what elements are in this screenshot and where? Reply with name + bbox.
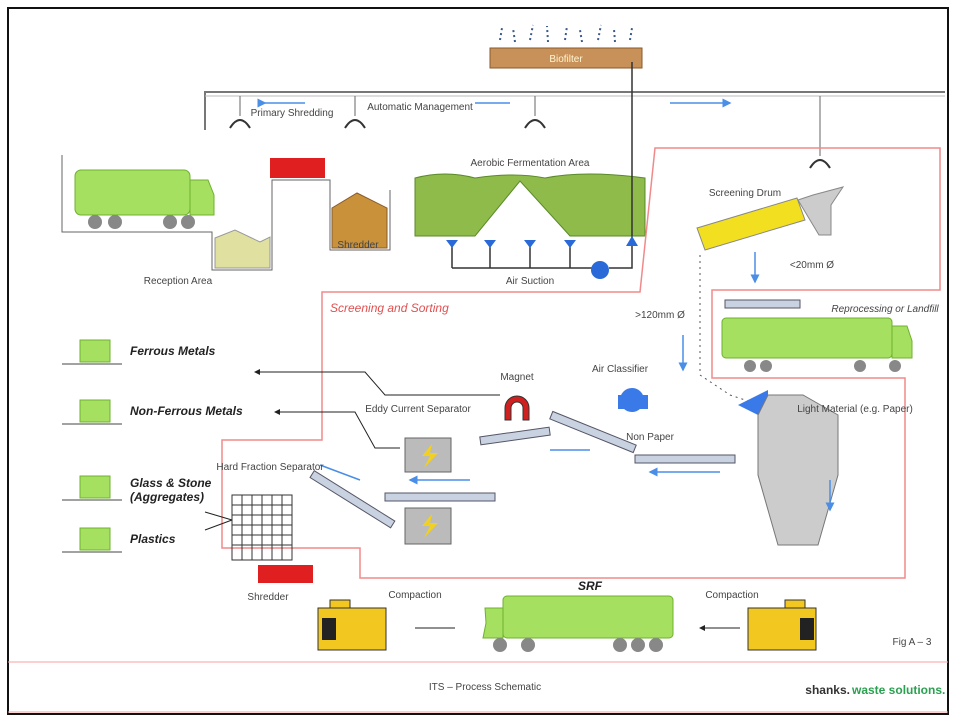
output-bin [79, 475, 111, 499]
label-area: Screening and Sorting [330, 301, 449, 315]
label-compaction: Compaction [388, 590, 441, 601]
rail [204, 91, 945, 169]
label-compaction: Compaction [705, 590, 758, 601]
label-shredded: Shredder [337, 240, 379, 251]
label-reprocess: Reprocessing or Landfill [831, 304, 939, 315]
heap [331, 192, 388, 249]
suction [446, 62, 638, 279]
output-label: Ferrous Metals [130, 344, 216, 358]
separator [404, 437, 452, 545]
conveyor [309, 470, 396, 529]
arrow [274, 409, 400, 449]
label-nonpaper: Non Paper [626, 432, 674, 443]
truck [74, 169, 215, 229]
label-fine: <20mm Ø [790, 260, 834, 271]
truck [482, 595, 674, 652]
label-drum: Screening Drum [709, 188, 781, 199]
conveyor [549, 410, 637, 454]
conveyor [634, 454, 736, 464]
label-srf: SRF [578, 579, 603, 593]
air-classifier [618, 388, 648, 412]
output-label: Non-Ferrous Metals [130, 404, 243, 418]
footer-line [8, 661, 948, 713]
output-bin [79, 399, 111, 423]
frame [7, 7, 949, 715]
pit-outline [61, 155, 391, 271]
biofilter-label: Biofilter [549, 54, 583, 65]
compactor [317, 599, 817, 651]
arrow [204, 511, 233, 531]
label-classifier: Air Classifier [592, 364, 649, 375]
brand-tagline: waste solutions. [851, 683, 945, 697]
label-suction: Air Suction [506, 276, 554, 287]
output-label: Glass & Stone (Aggregates) [130, 476, 212, 504]
heap [214, 229, 271, 269]
conveyor [384, 492, 496, 502]
footer-title: ITS – Process Schematic [429, 682, 541, 693]
shredder [270, 158, 325, 178]
label-automatic: Automatic Management [367, 102, 473, 113]
label-hard: Hard Fraction Separator [216, 462, 324, 473]
drum [696, 186, 845, 251]
figure-label: Fig A – 3 [893, 637, 932, 648]
conveyor [479, 426, 551, 446]
area-boundary [221, 147, 941, 579]
fermentation [414, 173, 646, 237]
output-bin [79, 339, 111, 363]
conveyor [724, 299, 801, 309]
label-magnet: Magnet [500, 372, 534, 383]
label-aerobic: Aerobic Fermentation Area [471, 158, 590, 169]
cyclone [738, 390, 839, 546]
label-reception: Reception Area [144, 276, 213, 287]
output-bin [79, 527, 111, 551]
hard-separator [231, 494, 313, 583]
label-primary: Primary Shredding [251, 108, 334, 119]
biofilter: Biofilter [489, 24, 643, 69]
arrow [254, 369, 500, 396]
truck [721, 317, 913, 372]
label-shredder2: Shredder [247, 592, 289, 603]
label-eddy: Eddy Current Separator [365, 404, 471, 415]
label-coarse: >120mm Ø [635, 310, 685, 321]
output-label: Plastics [130, 532, 176, 546]
label-light: Light Material (e.g. Paper) [797, 404, 913, 415]
magnet [504, 395, 530, 421]
brand-name: shanks. [805, 683, 850, 697]
